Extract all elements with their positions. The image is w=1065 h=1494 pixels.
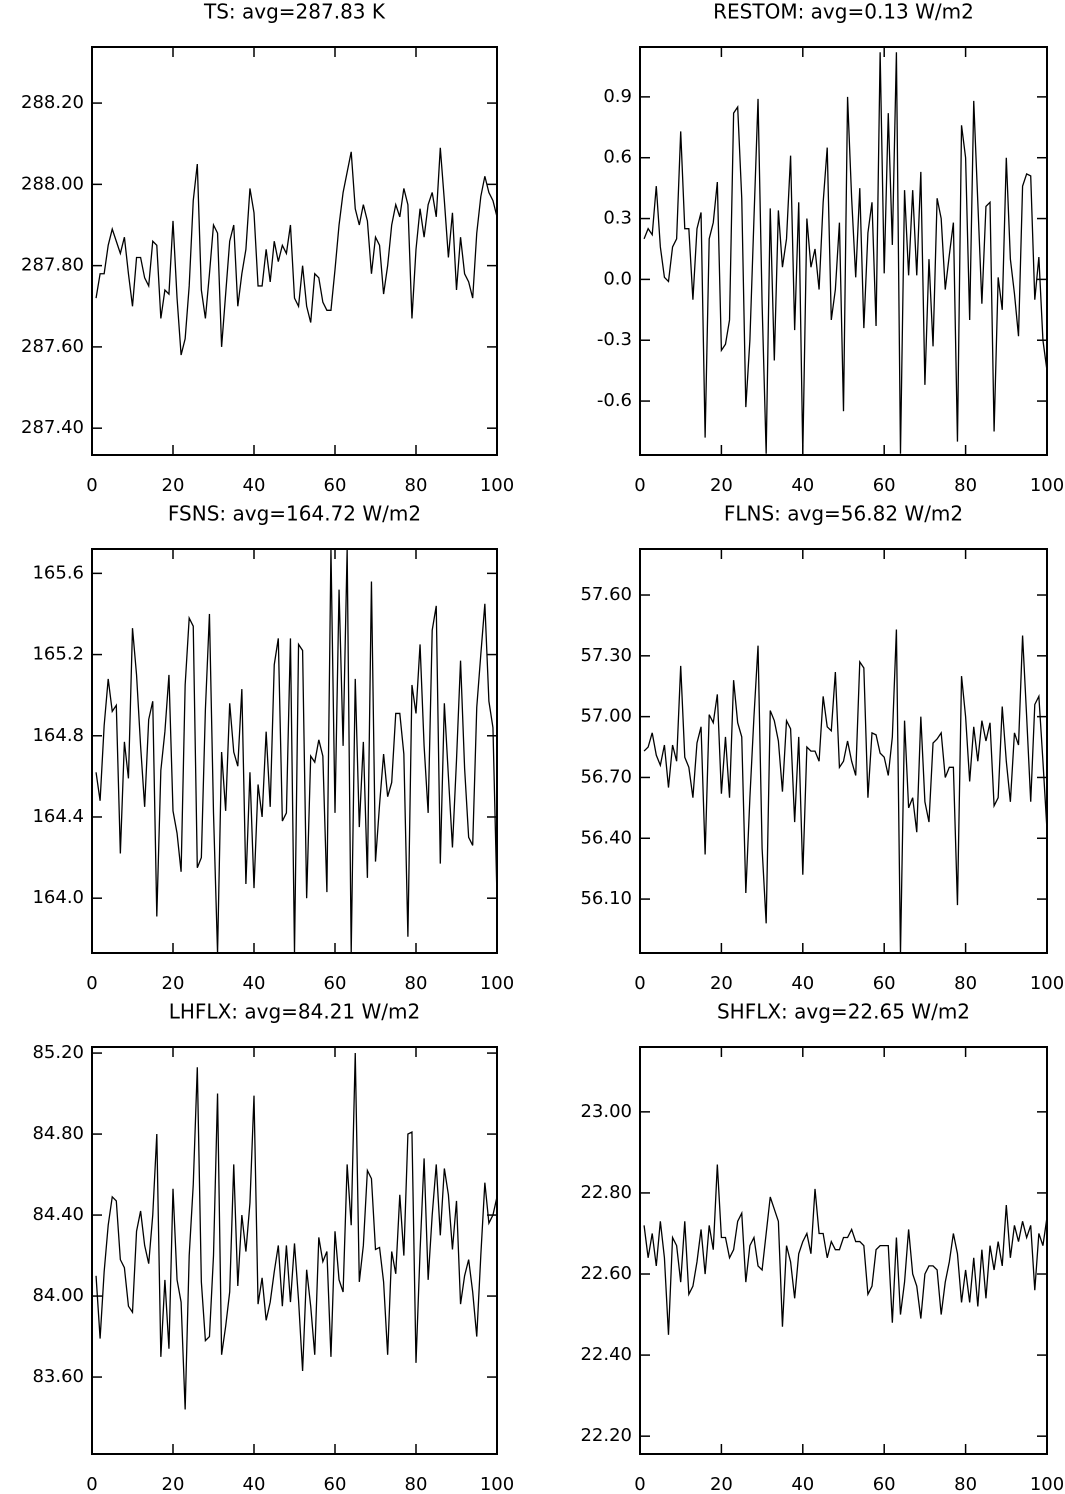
- y-tick-label: 0.3: [603, 208, 632, 229]
- plot-frame: [639, 548, 1048, 954]
- plot-frame: [91, 46, 498, 456]
- y-tick-label: 22.20: [580, 1425, 632, 1446]
- y-tick-label: 0.6: [603, 147, 632, 168]
- data-line: [643, 629, 1047, 953]
- y-tick-label: 165.6: [32, 562, 84, 583]
- x-tick-label: 60: [873, 973, 896, 994]
- x-tick-label: 100: [1030, 973, 1064, 994]
- panel-title: SHFLX: avg=22.65 W/m2: [717, 1000, 970, 1024]
- panel: RESTOM: avg=0.13 W/m2 -0.6 -0.3 0.0 0.3 0.6 0.…: [597, 0, 1064, 496]
- y-tick-label: 164.4: [32, 806, 84, 827]
- x-tick-label: 40: [243, 475, 266, 496]
- y-tick-label: 288.00: [21, 173, 84, 194]
- y-tick-label: 56.70: [580, 766, 632, 787]
- x-tick-label: 20: [162, 1474, 185, 1494]
- panel-title: RESTOM: avg=0.13 W/m2: [713, 0, 974, 24]
- panel: FLNS: avg=56.82 W/m2 56.10 56.40 56.70 57.00…: [580, 502, 1064, 995]
- panel-title: FLNS: avg=56.82 W/m2: [724, 502, 963, 526]
- x-tick-label: 0: [86, 475, 97, 496]
- x-tick-label: 40: [791, 1474, 814, 1494]
- x-tick-label: 100: [1030, 1474, 1064, 1494]
- y-tick-label: 85.20: [32, 1042, 84, 1063]
- y-tick-label: -0.3: [597, 329, 632, 350]
- x-tick-label: 0: [634, 475, 645, 496]
- y-tick-label: 84.40: [32, 1204, 84, 1225]
- panel: LHFLX: avg=84.21 W/m2 83.60 84.00 84.40 84.8…: [32, 1000, 514, 1494]
- panel-title: TS: avg=287.83 K: [203, 0, 386, 24]
- y-tick-label: 164.0: [32, 887, 84, 908]
- x-tick-label: 100: [480, 1474, 514, 1494]
- x-tick-label: 80: [405, 1474, 428, 1494]
- plot-frame: [639, 1046, 1048, 1455]
- x-tick-label: 40: [243, 1474, 266, 1494]
- x-tick-label: 100: [480, 475, 514, 496]
- x-tick-label: 80: [405, 973, 428, 994]
- y-tick-label: 57.30: [580, 645, 632, 666]
- y-tick-label: 57.00: [580, 706, 632, 727]
- plot-frame: [91, 1046, 498, 1455]
- x-tick-label: 20: [710, 475, 733, 496]
- x-tick-label: 60: [873, 475, 896, 496]
- panel-title: FSNS: avg=164.72 W/m2: [168, 502, 421, 526]
- y-tick-label: 287.80: [21, 255, 84, 276]
- x-tick-label: 80: [954, 475, 977, 496]
- x-tick-label: 0: [634, 973, 645, 994]
- y-tick-label: 84.80: [32, 1123, 84, 1144]
- y-tick-label: 288.20: [21, 92, 84, 113]
- y-tick-label: 23.00: [580, 1101, 632, 1122]
- y-tick-label: 56.40: [580, 827, 632, 848]
- y-tick-label: 22.60: [580, 1263, 632, 1284]
- data-line: [643, 52, 1047, 454]
- y-tick-label: 56.10: [580, 888, 632, 909]
- y-tick-label: 164.8: [32, 725, 84, 746]
- y-tick-label: 0.9: [603, 86, 632, 107]
- x-tick-label: 80: [954, 973, 977, 994]
- y-tick-label: 57.60: [580, 584, 632, 605]
- panel-title: LHFLX: avg=84.21 W/m2: [169, 1000, 421, 1024]
- x-tick-label: 20: [162, 475, 185, 496]
- plot-frame: [639, 46, 1048, 456]
- data-line: [95, 549, 497, 953]
- y-tick-label: 22.80: [580, 1182, 632, 1203]
- y-tick-label: 83.60: [32, 1366, 84, 1387]
- x-tick-label: 0: [634, 1474, 645, 1494]
- data-line: [643, 1164, 1047, 1335]
- x-tick-label: 40: [791, 973, 814, 994]
- x-tick-label: 80: [405, 475, 428, 496]
- y-tick-label: -0.6: [597, 390, 632, 411]
- data-line: [95, 1053, 497, 1410]
- y-tick-label: 287.40: [21, 417, 84, 438]
- panel: FSNS: avg=164.72 W/m2 164.0 164.4 164.8 165.…: [32, 502, 514, 995]
- y-tick-label: 22.40: [580, 1344, 632, 1365]
- panel: SHFLX: avg=22.65 W/m2 22.20 22.40 22.60 22.8…: [580, 1000, 1064, 1494]
- x-tick-label: 40: [791, 475, 814, 496]
- x-tick-label: 0: [86, 973, 97, 994]
- x-tick-label: 20: [710, 1474, 733, 1494]
- x-tick-label: 100: [480, 973, 514, 994]
- x-tick-label: 60: [873, 1474, 896, 1494]
- x-tick-label: 0: [86, 1474, 97, 1494]
- x-tick-label: 60: [324, 475, 347, 496]
- x-tick-label: 20: [710, 973, 733, 994]
- y-tick-label: 287.60: [21, 336, 84, 357]
- x-tick-label: 20: [162, 973, 185, 994]
- panel: TS: avg=287.83 K 287.40 287.60 287.80 288.00…: [21, 0, 514, 496]
- x-tick-label: 60: [324, 973, 347, 994]
- y-tick-label: 0.0: [603, 268, 632, 289]
- y-tick-label: 165.2: [32, 644, 84, 665]
- data-line: [95, 147, 497, 356]
- x-tick-label: 40: [243, 973, 266, 994]
- x-tick-label: 80: [954, 1474, 977, 1494]
- x-tick-label: 60: [324, 1474, 347, 1494]
- x-tick-label: 100: [1030, 475, 1064, 496]
- y-tick-label: 84.00: [32, 1285, 84, 1306]
